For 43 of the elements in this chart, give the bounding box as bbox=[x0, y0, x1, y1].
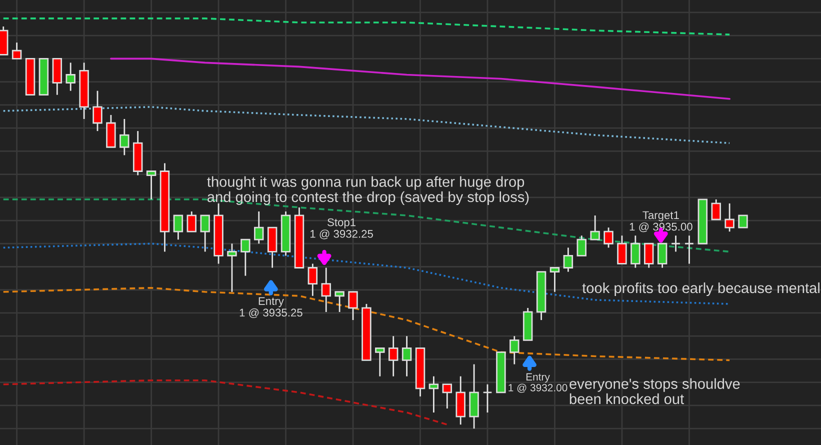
candlestick bbox=[442, 384, 452, 410]
candlestick bbox=[510, 335, 520, 365]
candlestick bbox=[66, 62, 76, 92]
candlestick bbox=[348, 291, 358, 321]
candlestick bbox=[173, 214, 184, 240]
annotation: everyone's stops shouldve been knocked out bbox=[570, 378, 740, 404]
candlestick bbox=[617, 234, 627, 264]
candlestick bbox=[604, 226, 614, 248]
candlestick bbox=[334, 291, 344, 313]
annotation: Stop1 1 @ 3932.25 bbox=[310, 218, 373, 240]
candlestick bbox=[657, 242, 668, 268]
candlestick bbox=[630, 234, 640, 268]
annotation: thought it was gonna run back up after huge drop and going to contest the drop (saved by stop loss) bbox=[207, 176, 529, 205]
candlestick bbox=[402, 335, 412, 378]
annotation: Entry 1 @ 3935.25 bbox=[240, 297, 302, 318]
candlestick bbox=[738, 214, 748, 228]
candlestick bbox=[563, 246, 574, 272]
candlestick bbox=[375, 347, 385, 378]
candlestick bbox=[146, 170, 156, 200]
candlestick bbox=[550, 267, 560, 293]
candlestick bbox=[482, 384, 492, 414]
candlestick bbox=[92, 90, 102, 132]
candlestick bbox=[200, 214, 210, 252]
candlestick bbox=[12, 42, 22, 60]
annotation: Target1 1 @ 3935.00 bbox=[630, 211, 692, 232]
candlestick bbox=[428, 376, 439, 414]
candlestick bbox=[240, 238, 250, 276]
candlestick bbox=[711, 198, 721, 220]
candlestick bbox=[590, 214, 600, 240]
candlestick bbox=[684, 234, 694, 264]
candlestick bbox=[120, 118, 130, 156]
candlestick bbox=[644, 242, 654, 268]
candlestick bbox=[321, 267, 331, 313]
candlestick bbox=[576, 234, 586, 256]
candlestick bbox=[227, 242, 237, 293]
annotation: took profits too early because mental bbox=[582, 282, 820, 296]
candlestick bbox=[186, 210, 196, 232]
annotation: Entry 1 @ 3932.00 bbox=[508, 373, 568, 393]
candlestick bbox=[254, 210, 264, 244]
candlestick bbox=[388, 335, 398, 378]
candlestick bbox=[724, 202, 734, 232]
candlestick bbox=[308, 263, 318, 297]
candlestick bbox=[670, 234, 681, 252]
